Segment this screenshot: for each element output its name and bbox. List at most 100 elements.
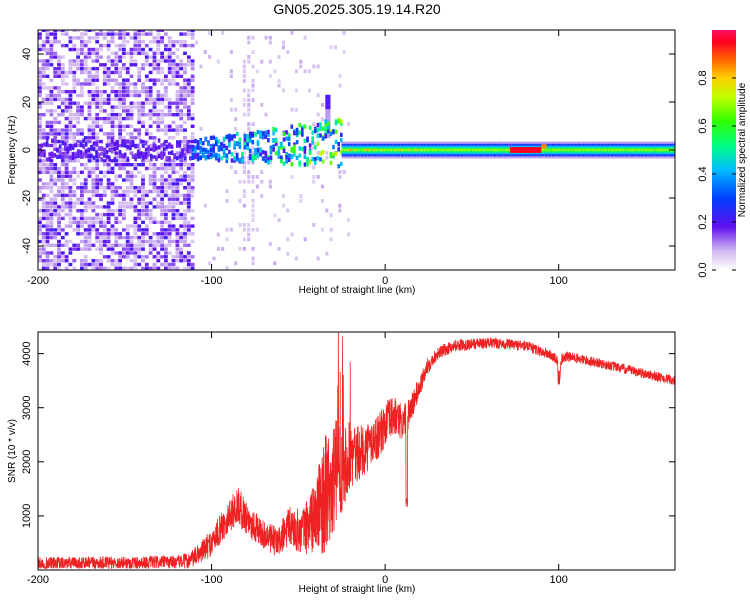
heatmap-cell (156, 124, 161, 128)
heatmap-cell (144, 43, 149, 48)
heatmap-cell (45, 259, 50, 263)
heatmap-cell (171, 163, 176, 167)
heatmap-cell (183, 67, 187, 71)
heatmap-cell (80, 67, 84, 71)
heatmap-cell (83, 139, 88, 144)
heatmap-cell (95, 212, 100, 217)
heatmap-cell (114, 55, 119, 59)
heatmap-cell (152, 105, 157, 109)
heatmap-cell (141, 90, 145, 94)
heatmap-cell (38, 78, 42, 82)
spectrogram-y-tick-label: -20 (21, 190, 33, 206)
heatmap-cell (80, 90, 84, 94)
heatmap-cell (38, 124, 42, 128)
heatmap-cell (350, 148, 353, 152)
heatmap-cell (338, 175, 342, 179)
heatmap-cell (110, 197, 115, 201)
heatmap-cell (137, 101, 142, 105)
heatmap-cell (83, 70, 88, 75)
heatmap-cell (181, 151, 184, 157)
snr-y-label: SNR (10 * v/v) (7, 419, 18, 483)
heatmap-cell (179, 201, 184, 205)
heatmap-cell (229, 107, 233, 112)
heatmap-cell (294, 107, 298, 112)
heatmap-cell (282, 137, 286, 142)
heatmap-cell (110, 78, 115, 82)
heatmap-cell (190, 262, 195, 267)
heatmap-cell (183, 186, 187, 190)
heatmap-cell (144, 55, 149, 59)
heatmap-cell (141, 228, 145, 232)
heatmap-cell (102, 212, 107, 217)
heatmap-cell (41, 40, 46, 44)
heatmap-cell (329, 237, 333, 242)
heatmap-cell (57, 105, 61, 109)
heatmap-cell (298, 153, 301, 158)
heatmap-cell (41, 163, 46, 167)
heatmap-cell (299, 199, 303, 203)
heatmap-cell (412, 148, 415, 152)
heatmap-cell (110, 86, 115, 90)
heatmap-cell (99, 243, 103, 247)
heatmap-cell (298, 162, 301, 167)
heatmap-cell (38, 216, 42, 221)
heatmap-cell (492, 148, 495, 152)
heatmap-cell (319, 151, 322, 156)
heatmap-cell (247, 155, 251, 160)
heatmap-cell (137, 251, 142, 255)
heatmap-cell (167, 43, 172, 48)
heatmap-cell (264, 154, 268, 159)
heatmap-cell (277, 79, 281, 83)
heatmap-cell (282, 148, 286, 153)
heatmap-cell (133, 243, 138, 247)
heatmap-cell (179, 259, 184, 263)
heatmap-cell (68, 101, 73, 105)
heatmap-cell (137, 235, 142, 240)
heatmap-cell (68, 97, 73, 102)
heatmap-cell (60, 251, 65, 255)
heatmap-cell (647, 148, 649, 152)
heatmap-cell (183, 147, 187, 152)
heatmap-cell (95, 182, 100, 186)
heatmap-cell (430, 148, 432, 152)
heatmap-cell (123, 152, 127, 157)
heatmap-cell (102, 186, 107, 190)
heatmap-cell (57, 189, 61, 194)
heatmap-cell (95, 262, 100, 267)
heatmap-cell (311, 156, 314, 162)
heatmap-cell (171, 189, 176, 194)
heatmap-cell (114, 178, 119, 182)
heatmap-cell (662, 148, 665, 152)
heatmap-cell (72, 86, 77, 90)
heatmap-cell (91, 201, 96, 205)
heatmap-cell (122, 97, 126, 102)
heatmap-cell (53, 128, 58, 132)
heatmap-cell (343, 148, 346, 152)
snr-y-tick-label: 3000 (21, 395, 33, 419)
heatmap-cell (133, 32, 138, 36)
heatmap-cell (567, 148, 570, 152)
heatmap-cell (45, 59, 50, 63)
heatmap-cell (108, 142, 111, 148)
heatmap-cell (186, 93, 191, 98)
heatmap-cell (87, 197, 92, 201)
heatmap-cell (41, 59, 46, 63)
heatmap-cell (329, 227, 333, 232)
heatmap-cell (156, 113, 161, 117)
heatmap-cell (118, 113, 122, 117)
heatmap-cell (137, 51, 142, 55)
heatmap-cell (72, 189, 77, 194)
heatmap-cell (312, 146, 316, 150)
heatmap-cell (72, 43, 77, 48)
heatmap-cell (57, 262, 61, 267)
heatmap-cell (546, 148, 549, 152)
heatmap-cell (106, 43, 111, 48)
heatmap-cell (314, 128, 317, 134)
heatmap-cell (314, 157, 317, 162)
heatmap-cell (49, 166, 54, 171)
heatmap-cell (106, 266, 111, 270)
heatmap-cell (260, 59, 264, 64)
heatmap-cell (558, 148, 561, 152)
heatmap-cell (95, 259, 100, 263)
heatmap-cell (114, 239, 119, 244)
